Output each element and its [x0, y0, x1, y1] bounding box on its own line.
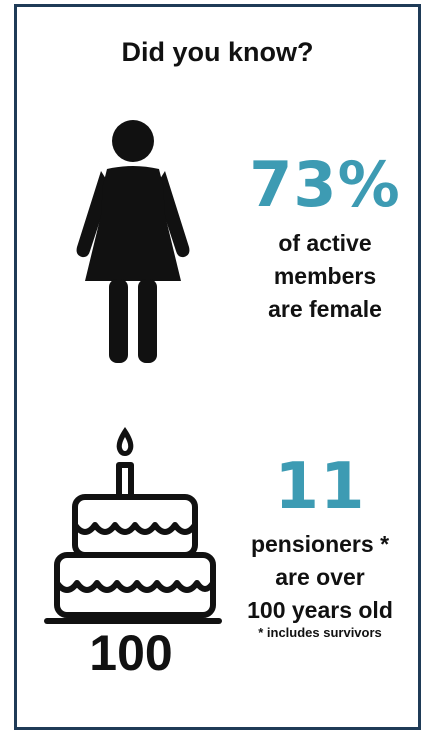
- cake-number: 100: [89, 625, 173, 681]
- woman-icon: [76, 120, 190, 363]
- centenarian-desc-line: pensioners *: [250, 531, 390, 557]
- female-percentage: 73%: [249, 148, 401, 221]
- centenarian-count: 11: [274, 450, 366, 524]
- female-stat: 73% of active members are female: [229, 152, 421, 326]
- infographic-title: Did you know?: [121, 37, 314, 67]
- female-desc-line: are female: [268, 296, 382, 322]
- footnote: * includes survivors: [258, 625, 382, 640]
- female-desc-line: members: [273, 263, 377, 289]
- birthday-cake-icon: [44, 427, 222, 624]
- female-stat-description: of active members are female: [229, 227, 421, 326]
- centenarian-stat-description: pensioners * are over 100 years old: [220, 528, 420, 627]
- centenarian-stat: 11 pensioners * are over 100 years old *…: [220, 452, 420, 641]
- female-desc-line: of active: [278, 230, 372, 256]
- infographic-card: Did you know? 73% of active members are …: [14, 4, 421, 730]
- centenarian-desc-line: are over: [275, 564, 365, 590]
- centenarian-desc-line: 100 years old: [247, 597, 393, 623]
